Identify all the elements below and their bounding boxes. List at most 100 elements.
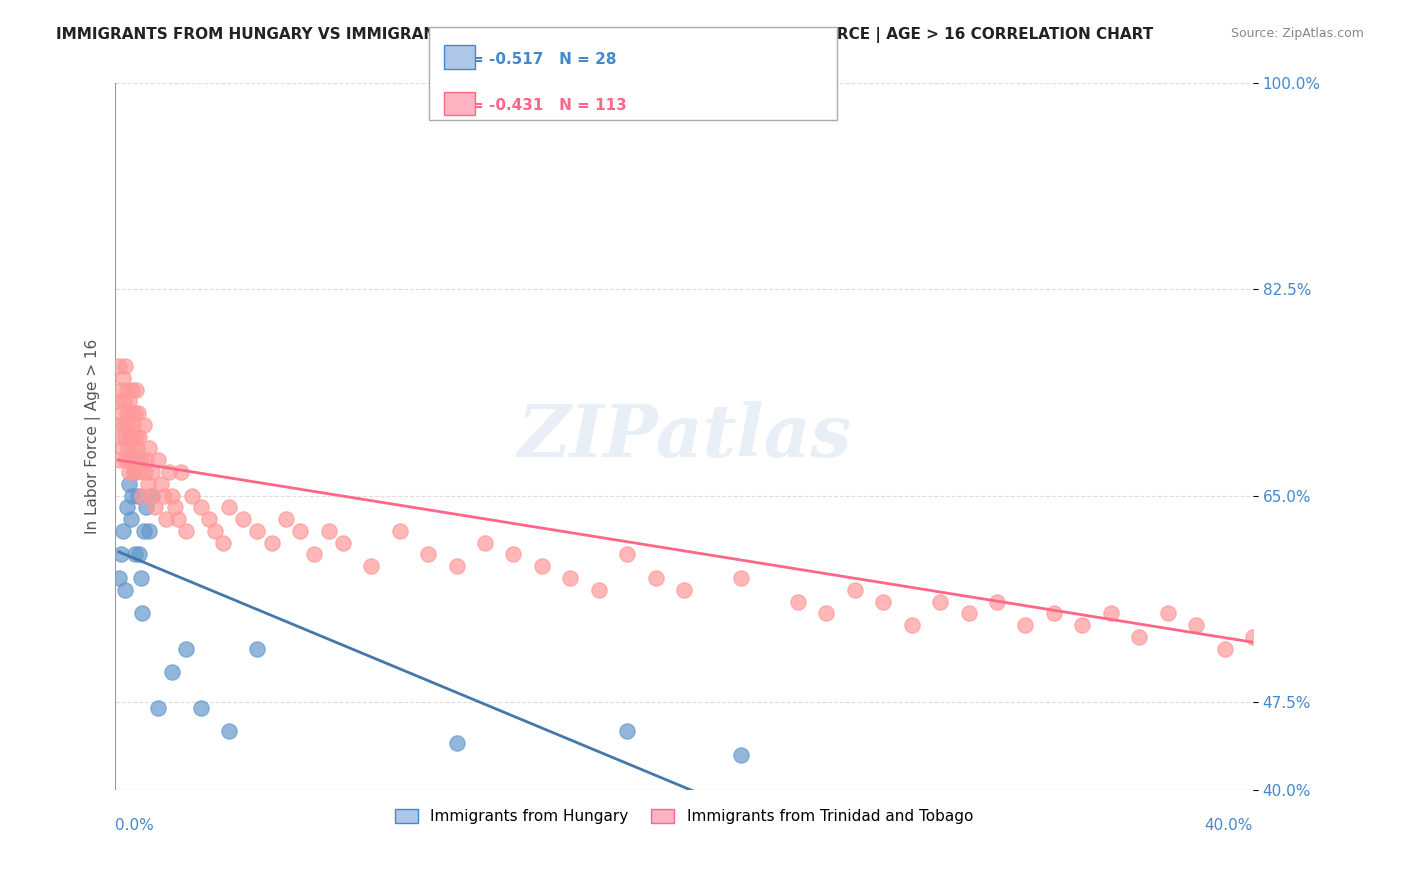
Immigrants from Hungary [446,736,468,750]
Immigrants from Hungary [135,500,157,515]
Immigrants from Trinidad and Tobago [114,359,136,373]
Immigrants from Trinidad and Tobago [135,453,157,467]
Immigrants from Hungary [120,512,142,526]
Immigrants from Trinidad and Tobago [121,417,143,432]
Immigrants from Trinidad and Tobago [1355,630,1378,644]
Immigrants from Trinidad and Tobago [957,607,980,621]
Immigrants from Trinidad and Tobago [117,417,139,432]
Immigrants from Trinidad and Tobago [388,524,411,538]
Immigrants from Hungary [190,700,212,714]
Immigrants from Trinidad and Tobago [730,571,752,585]
Immigrants from Trinidad and Tobago [149,476,172,491]
Immigrants from Trinidad and Tobago [157,465,180,479]
Immigrants from Trinidad and Tobago [108,417,131,432]
Immigrants from Trinidad and Tobago [181,489,204,503]
Immigrants from Trinidad and Tobago [118,394,141,409]
Y-axis label: In Labor Force | Age > 16: In Labor Force | Age > 16 [86,339,101,534]
Immigrants from Trinidad and Tobago [112,394,135,409]
Immigrants from Hungary [114,582,136,597]
Immigrants from Hungary [160,665,183,680]
Immigrants from Trinidad and Tobago [1043,607,1066,621]
Immigrants from Trinidad and Tobago [616,548,638,562]
Immigrants from Trinidad and Tobago [1071,618,1094,632]
Immigrants from Trinidad and Tobago [122,442,145,456]
Immigrants from Trinidad and Tobago [176,524,198,538]
Immigrants from Trinidad and Tobago [108,359,131,373]
Immigrants from Trinidad and Tobago [129,453,152,467]
Immigrants from Trinidad and Tobago [117,442,139,456]
Immigrants from Trinidad and Tobago [127,406,149,420]
Immigrants from Trinidad and Tobago [318,524,340,538]
Immigrants from Trinidad and Tobago [131,489,153,503]
Immigrants from Hungary [141,489,163,503]
Immigrants from Trinidad and Tobago [136,476,159,491]
Immigrants from Trinidad and Tobago [163,500,186,515]
Immigrants from Trinidad and Tobago [1327,641,1350,656]
Immigrants from Hungary [128,548,150,562]
Immigrants from Trinidad and Tobago [204,524,226,538]
Immigrants from Trinidad and Tobago [124,383,146,397]
Legend: Immigrants from Hungary, Immigrants from Trinidad and Tobago: Immigrants from Hungary, Immigrants from… [388,801,980,831]
Immigrants from Trinidad and Tobago [121,430,143,444]
Immigrants from Trinidad and Tobago [1241,630,1264,644]
Immigrants from Hungary [176,641,198,656]
Immigrants from Trinidad and Tobago [166,512,188,526]
Immigrants from Trinidad and Tobago [644,571,666,585]
Immigrants from Trinidad and Tobago [141,465,163,479]
Immigrants from Trinidad and Tobago [474,535,496,549]
Immigrants from Trinidad and Tobago [1270,607,1292,621]
Immigrants from Trinidad and Tobago [169,465,191,479]
Immigrants from Trinidad and Tobago [146,453,169,467]
Immigrants from Hungary [129,571,152,585]
Immigrants from Trinidad and Tobago [212,535,235,549]
Immigrants from Trinidad and Tobago [232,512,254,526]
Immigrants from Trinidad and Tobago [115,453,138,467]
Immigrants from Trinidad and Tobago [112,417,135,432]
Immigrants from Trinidad and Tobago [986,594,1008,608]
Immigrants from Trinidad and Tobago [1213,641,1236,656]
Immigrants from Trinidad and Tobago [1099,607,1122,621]
Immigrants from Trinidad and Tobago [124,453,146,467]
Immigrants from Trinidad and Tobago [112,371,135,385]
Immigrants from Hungary [112,524,135,538]
Immigrants from Hungary [132,524,155,538]
Immigrants from Trinidad and Tobago [332,535,354,549]
Immigrants from Trinidad and Tobago [673,582,696,597]
Immigrants from Trinidad and Tobago [815,607,838,621]
Immigrants from Trinidad and Tobago [1384,618,1406,632]
Immigrants from Hungary [124,548,146,562]
Immigrants from Hungary [730,747,752,762]
Immigrants from Trinidad and Tobago [110,383,132,397]
Immigrants from Trinidad and Tobago [110,430,132,444]
Immigrants from Trinidad and Tobago [122,465,145,479]
Text: R = -0.517   N = 28: R = -0.517 N = 28 [454,52,617,67]
Immigrants from Trinidad and Tobago [155,512,177,526]
Immigrants from Trinidad and Tobago [125,430,148,444]
Immigrants from Trinidad and Tobago [260,535,283,549]
Immigrants from Trinidad and Tobago [588,582,610,597]
Immigrants from Hungary [131,607,153,621]
Immigrants from Trinidad and Tobago [114,430,136,444]
Immigrants from Hungary [127,489,149,503]
Immigrants from Hungary [115,500,138,515]
Immigrants from Trinidad and Tobago [160,489,183,503]
Immigrants from Hungary [218,724,240,739]
Immigrants from Trinidad and Tobago [929,594,952,608]
Immigrants from Trinidad and Tobago [416,548,439,562]
Immigrants from Trinidad and Tobago [1128,630,1150,644]
Immigrants from Trinidad and Tobago [304,548,326,562]
Immigrants from Trinidad and Tobago [246,524,269,538]
Immigrants from Trinidad and Tobago [190,500,212,515]
Immigrants from Trinidad and Tobago [274,512,297,526]
Immigrants from Trinidad and Tobago [1299,641,1322,656]
Immigrants from Trinidad and Tobago [502,548,524,562]
Immigrants from Trinidad and Tobago [118,430,141,444]
Immigrants from Trinidad and Tobago [218,500,240,515]
Immigrants from Trinidad and Tobago [128,430,150,444]
Immigrants from Trinidad and Tobago [115,406,138,420]
Immigrants from Trinidad and Tobago [139,489,162,503]
Immigrants from Trinidad and Tobago [115,383,138,397]
Immigrants from Trinidad and Tobago [120,453,142,467]
Text: Source: ZipAtlas.com: Source: ZipAtlas.com [1230,27,1364,40]
Immigrants from Hungary [118,476,141,491]
